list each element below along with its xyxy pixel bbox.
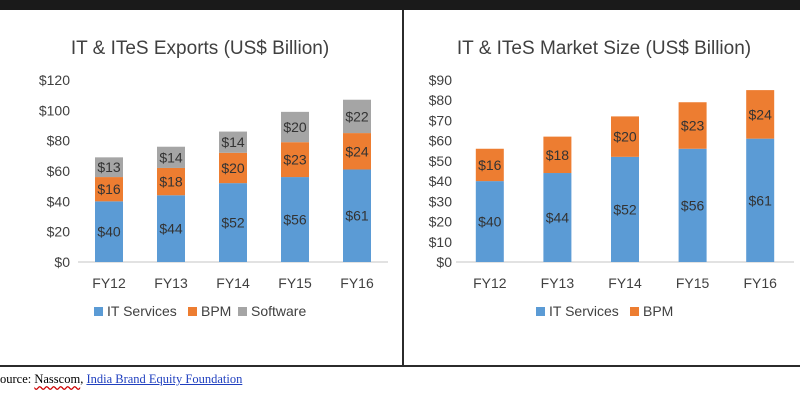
y-tick-label: $10: [429, 234, 453, 250]
bar-it-services: [343, 169, 371, 262]
y-tick-label: $30: [429, 193, 453, 209]
bar-bpm: [543, 136, 572, 174]
bar-bpm: [746, 90, 775, 139]
bar-bpm: [157, 167, 185, 196]
bar-value-label: $20: [221, 160, 245, 176]
bar-bpm: [219, 152, 247, 184]
bar-software: [281, 111, 309, 143]
x-tick-label: FY12: [92, 275, 126, 291]
bar-it-services: [611, 156, 639, 262]
y-tick-label: $50: [429, 153, 453, 169]
bar-it-services: [157, 195, 185, 262]
source-line: ource: Nasscom, India Brand Equity Found…: [0, 372, 800, 392]
x-tick-label: FY13: [154, 275, 188, 291]
bar-value-label: $16: [478, 157, 502, 173]
legend-swatch: [536, 307, 545, 316]
y-tick-label: $90: [429, 72, 453, 88]
y-tick-label: $120: [39, 72, 70, 88]
bar-value-label: $13: [97, 159, 121, 175]
chart-title: IT & ITeS Exports (US$ Billion): [71, 38, 329, 59]
market-size-chart: IT & ITeS Market Size (US$ Billion) $0 $10…: [429, 38, 794, 319]
bar-software: [219, 131, 247, 153]
bar-value-label: $44: [546, 210, 570, 226]
bar-it-services: [678, 148, 707, 262]
y-tick-label: $60: [47, 163, 71, 179]
bar-value-label: $61: [749, 192, 773, 208]
bar-value-label: $24: [345, 143, 369, 159]
y-tick-label: $0: [436, 254, 452, 270]
x-tick-label: FY15: [278, 275, 312, 291]
bar-it-services: [543, 173, 572, 262]
bar-value-label: $44: [159, 221, 183, 237]
legend-label: IT Services: [107, 303, 177, 319]
x-tick-label: FY16: [340, 275, 374, 291]
y-tick-label: $70: [429, 112, 453, 128]
x-tick-label: FY14: [608, 275, 642, 291]
bar-value-label: $52: [613, 201, 637, 217]
bar-software: [157, 146, 185, 168]
bar-value-label: $14: [221, 134, 245, 150]
bar-value-label: $16: [97, 181, 121, 197]
exports-chart: IT & ITeS Exports (US$ Billion) $0 $20 $40 $…: [39, 38, 388, 319]
bar-value-label: $23: [681, 118, 705, 134]
top-border: [0, 0, 800, 10]
bar-bpm: [475, 148, 504, 182]
y-tick-label: $100: [39, 102, 70, 118]
bar-value-label: $52: [221, 215, 245, 231]
panel-bottom-border: [0, 365, 800, 367]
y-tick-label: $40: [429, 173, 453, 189]
legend-label: BPM: [643, 303, 673, 319]
panel-divider: [402, 10, 404, 366]
y-tick-label: $0: [54, 254, 70, 270]
bar-it-services: [281, 177, 309, 262]
legend-swatch: [188, 307, 197, 316]
y-tick-label: $20: [429, 214, 453, 230]
bar-bpm: [678, 102, 707, 149]
y-tick-label: $20: [47, 224, 71, 240]
bar-bpm: [281, 142, 309, 178]
x-tick-label: FY12: [473, 275, 507, 291]
bar-it-services: [746, 138, 775, 262]
bar-software: [343, 99, 371, 134]
legend-label: IT Services: [549, 303, 619, 319]
bar-value-label: $23: [283, 152, 307, 168]
bar-value-label: $56: [283, 212, 307, 228]
bar-it-services: [475, 181, 504, 262]
chart-title: IT & ITeS Market Size (US$ Billion): [457, 38, 751, 59]
y-tick-label: $40: [47, 193, 71, 209]
bar-value-label: $14: [159, 149, 183, 165]
bar-software: [95, 157, 123, 178]
bar-value-label: $20: [613, 129, 637, 145]
bar-value-label: $61: [345, 208, 369, 224]
source-prefix: ource:: [0, 372, 35, 386]
legend-label: BPM: [201, 303, 231, 319]
legend-swatch: [630, 307, 639, 316]
bar-value-label: $56: [681, 197, 705, 213]
bar-value-label: $22: [345, 108, 369, 124]
source-separator: ,: [80, 372, 87, 386]
bar-value-label: $20: [283, 119, 307, 135]
bar-bpm: [95, 177, 123, 202]
bar-value-label: $24: [749, 106, 773, 122]
legend-label: Software: [251, 303, 306, 319]
source-link[interactable]: India Brand Equity Foundation: [86, 372, 243, 386]
y-tick-label: $80: [429, 92, 453, 108]
x-tick-label: FY16: [743, 275, 777, 291]
bar-value-label: $40: [97, 224, 121, 240]
source-name: Nasscom: [34, 372, 81, 386]
x-tick-label: FY14: [216, 275, 250, 291]
bar-value-label: $18: [159, 174, 183, 190]
x-tick-label: FY13: [541, 275, 575, 291]
x-tick-label: FY15: [676, 275, 710, 291]
bar-it-services: [219, 183, 247, 262]
legend-swatch: [238, 307, 247, 316]
bar-value-label: $18: [546, 147, 570, 163]
bar-bpm: [611, 116, 639, 157]
legend-swatch: [94, 307, 103, 316]
y-tick-label: $80: [47, 133, 71, 149]
bar-it-services: [95, 201, 123, 262]
y-tick-label: $60: [429, 133, 453, 149]
bar-bpm: [343, 133, 371, 170]
bar-value-label: $40: [478, 214, 502, 230]
